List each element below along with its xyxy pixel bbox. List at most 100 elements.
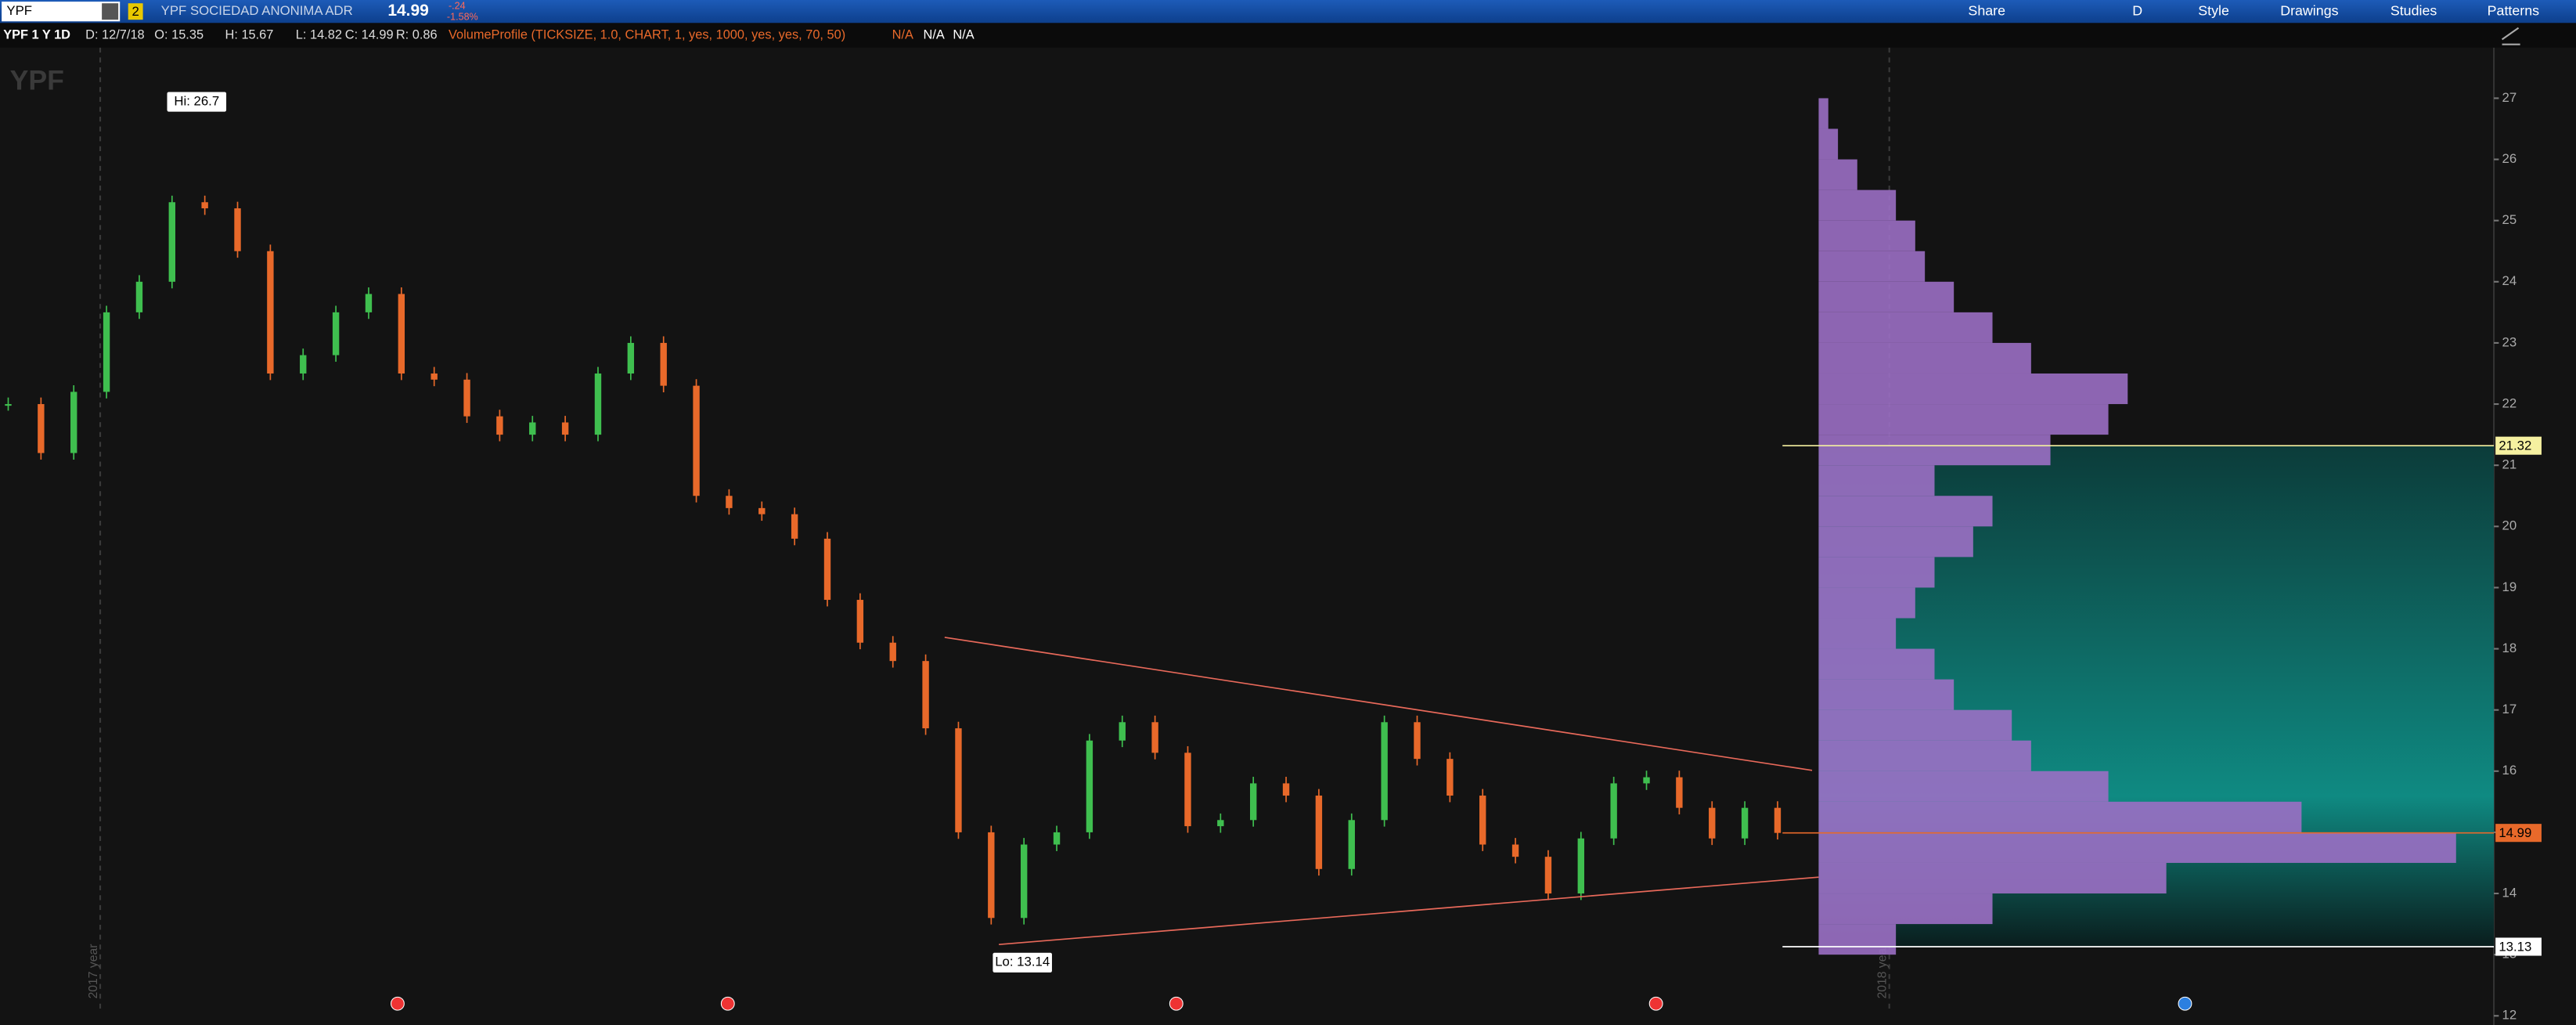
candle-body xyxy=(1610,783,1617,839)
candle-body xyxy=(1119,722,1126,741)
watermark: YPF xyxy=(10,64,64,96)
info-field: C: 14.99 xyxy=(345,27,394,42)
candle-body xyxy=(70,392,77,453)
y-tick-label: 19 xyxy=(2502,579,2517,594)
link-badge-bg[interactable] xyxy=(128,3,143,20)
volume-profile-bar xyxy=(1818,404,2109,435)
volume-profile-bar xyxy=(1818,159,1857,190)
price-marker-box xyxy=(2495,824,2542,843)
candle-body xyxy=(1774,807,1782,833)
candle-body xyxy=(1020,844,1028,919)
year-label: 2018 year xyxy=(1875,944,1889,999)
candle-body xyxy=(1151,722,1158,753)
candle-body xyxy=(1348,820,1355,869)
candle-body xyxy=(1217,820,1224,827)
candle-body xyxy=(1053,832,1061,845)
volume-profile-bar xyxy=(1818,251,1926,282)
candle-body xyxy=(1741,807,1749,839)
price-callout: Hi: 26.7 xyxy=(174,94,219,109)
candle-body xyxy=(463,379,470,417)
symbol-dropdown[interactable] xyxy=(102,3,119,20)
event-icon[interactable] xyxy=(391,996,405,1011)
y-tick-label: 16 xyxy=(2502,763,2517,778)
toolbar xyxy=(0,0,2576,23)
info-field: N/A xyxy=(892,27,913,42)
toolbar-button[interactable]: Studies xyxy=(2390,2,2437,18)
volume-profile-bar xyxy=(1818,281,1955,312)
candle-body xyxy=(791,514,798,539)
last-price: 14.99 xyxy=(387,2,428,20)
candle-body xyxy=(135,281,143,312)
volume-profile-bar xyxy=(1818,189,1897,221)
volume-profile-bar xyxy=(1818,373,2128,405)
candle-body xyxy=(1282,783,1290,796)
candle-body xyxy=(693,385,700,496)
candle-body xyxy=(594,373,602,435)
info-field: D: 12/7/18 xyxy=(85,27,145,42)
candle-body xyxy=(5,404,12,406)
toolbar-button[interactable]: Style xyxy=(2198,2,2229,18)
candle-body xyxy=(529,422,536,435)
candle-body xyxy=(922,661,929,729)
candle-body xyxy=(627,342,635,374)
candle-body xyxy=(1577,838,1584,894)
candle-body xyxy=(496,416,503,435)
candle-body xyxy=(726,496,733,508)
candle-body xyxy=(1447,759,1454,796)
candle-body xyxy=(332,312,340,356)
trendline-lower[interactable] xyxy=(999,876,1819,946)
price-marker-label: 13.13 xyxy=(2499,939,2531,954)
candle-body xyxy=(1315,796,1323,869)
volume-profile-bar xyxy=(1818,128,1839,160)
candle-body xyxy=(1643,777,1650,784)
candle-body xyxy=(988,832,995,919)
candle-body xyxy=(267,251,274,374)
event-icon[interactable] xyxy=(2178,996,2192,1011)
info-field: YPF 1 Y 1D xyxy=(3,27,70,42)
candle-body xyxy=(1709,807,1716,839)
symbol[interactable]: YPF xyxy=(6,3,32,18)
candle-body xyxy=(1479,796,1486,845)
info-field: N/A xyxy=(924,27,945,42)
candle-body xyxy=(561,422,569,435)
link-badge[interactable]: 2 xyxy=(132,4,139,19)
trendline-upper[interactable] xyxy=(944,637,1813,771)
price-marker-box xyxy=(2495,436,2542,455)
candle-body xyxy=(1511,844,1519,857)
candle-body xyxy=(1414,722,1421,760)
candle-body xyxy=(1676,777,1683,808)
toolbar-button[interactable]: Drawings xyxy=(2280,2,2338,18)
y-tick-label: 25 xyxy=(2502,212,2517,227)
toolbar-button[interactable]: D xyxy=(2132,2,2142,18)
toolbar-button[interactable]: Share xyxy=(1968,2,2005,18)
volume-profile-bar xyxy=(1818,465,1935,496)
candle-body xyxy=(103,312,110,392)
price-callout-box xyxy=(993,952,1052,973)
volume-profile-bar xyxy=(1818,435,2051,466)
event-icon[interactable] xyxy=(720,996,735,1011)
candle-body xyxy=(1381,722,1388,821)
y-tick-label: 17 xyxy=(2502,702,2517,716)
info-field: O: 15.35 xyxy=(154,27,204,42)
toolbar-button[interactable]: Patterns xyxy=(2488,2,2539,18)
volume-profile-bar xyxy=(1818,740,2031,771)
volume-profile-bar xyxy=(1818,98,1828,129)
candle-body xyxy=(431,373,438,380)
volume-profile-bar xyxy=(1818,771,2109,802)
candle-body xyxy=(398,294,405,374)
info-bar xyxy=(0,23,2576,48)
info-field: H: 15.67 xyxy=(225,27,274,42)
info-field: N/A xyxy=(953,27,974,42)
drawing-tool-icon[interactable] xyxy=(2501,27,2520,45)
candle-body xyxy=(955,728,962,832)
event-icon[interactable] xyxy=(1648,996,1663,1011)
event-icon[interactable] xyxy=(1169,996,1184,1011)
volume-profile-bar xyxy=(1818,924,1897,955)
price-marker-box xyxy=(2495,937,2542,956)
y-tick-label: 23 xyxy=(2502,334,2517,349)
info-field: L: 14.82 xyxy=(296,27,342,42)
info-field: VolumeProfile (TICKSIZE, 1.0, CHART, 1, … xyxy=(449,27,845,42)
volume-profile-bar xyxy=(1818,220,1915,251)
symbol-input[interactable] xyxy=(2,2,121,22)
